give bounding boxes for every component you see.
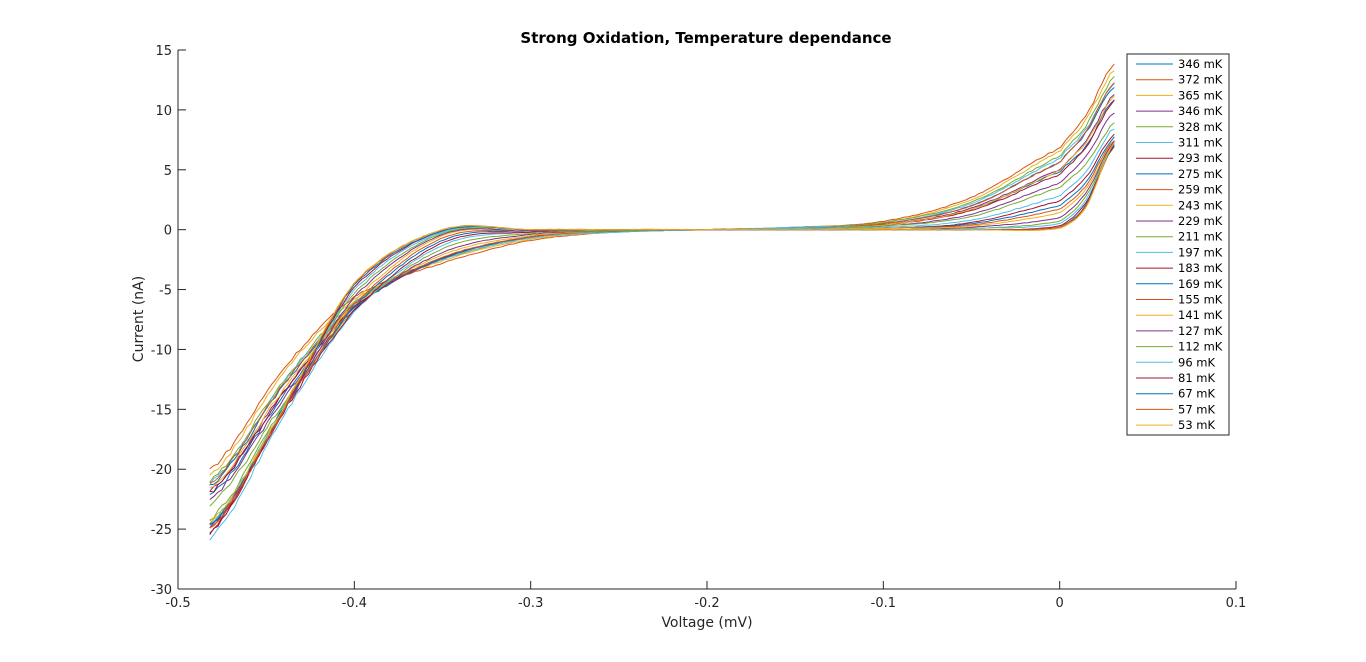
- legend-item: 372 mK: [1136, 73, 1223, 87]
- legend-label: 372 mK: [1178, 73, 1223, 87]
- legend-label: 311 mK: [1178, 136, 1223, 150]
- legend-item: 67 mK: [1136, 387, 1215, 401]
- legend-label: 197 mK: [1178, 245, 1223, 259]
- legend-label: 53 mK: [1178, 418, 1215, 432]
- x-tick-label: -0.4: [342, 596, 367, 611]
- legend-label: 229 mK: [1178, 214, 1223, 228]
- legend-label: 169 mK: [1178, 277, 1223, 291]
- x-tick-label: 0.1: [1226, 596, 1247, 611]
- legend-box: [1126, 53, 1230, 436]
- legend-label: 328 mK: [1178, 120, 1223, 134]
- y-tick-label: -30: [151, 583, 172, 598]
- legend-label: 346 mK: [1178, 104, 1223, 118]
- legend-item: 229 mK: [1136, 214, 1223, 228]
- legend-label: 259 mK: [1178, 183, 1223, 197]
- legend-label: 67 mK: [1178, 387, 1215, 401]
- chart-title: Strong Oxidation, Temperature dependance: [520, 29, 891, 47]
- legend-item: 155 mK: [1136, 293, 1223, 307]
- legend-item: 141 mK: [1136, 308, 1223, 322]
- legend-item: 211 mK: [1136, 230, 1223, 244]
- y-tick-label: -15: [151, 403, 172, 418]
- x-tick-label: -0.2: [694, 596, 719, 611]
- legend-item: 96 mK: [1136, 355, 1215, 369]
- x-tick-label: -0.5: [165, 596, 190, 611]
- x-tick-label: -0.3: [518, 596, 543, 611]
- legend-label: 346 mK: [1178, 57, 1223, 71]
- y-tick-label: 15: [155, 44, 172, 59]
- legend-label: 81 mK: [1178, 371, 1215, 385]
- y-tick-label: -20: [151, 463, 172, 478]
- legend-label: 155 mK: [1178, 293, 1223, 307]
- legend-item: 81 mK: [1136, 371, 1215, 385]
- y-tick-label: 5: [164, 164, 172, 179]
- x-tick-label: 0: [1056, 596, 1064, 611]
- y-tick-label: 0: [164, 224, 172, 239]
- y-tick-label: -25: [151, 523, 172, 538]
- legend-item: 346 mK: [1136, 104, 1223, 118]
- y-axis-ticks: -30 -25 -20 -15 -10 -5 0 5 10 15: [151, 44, 186, 598]
- legend-label: 293 mK: [1178, 151, 1223, 165]
- legend-label: 127 mK: [1178, 324, 1223, 338]
- legend-label: 183 mK: [1178, 261, 1223, 275]
- legend-item: 127 mK: [1136, 324, 1223, 338]
- legend-item: 53 mK: [1136, 418, 1215, 432]
- series-layer: [209, 63, 1115, 541]
- legend-label: 96 mK: [1178, 355, 1215, 369]
- legend-item: 365 mK: [1136, 88, 1223, 102]
- x-axis-label: Voltage (mV): [661, 615, 752, 631]
- x-tick-label: -0.1: [871, 596, 896, 611]
- legend-item: 346 mK: [1136, 57, 1223, 71]
- legend-label: 211 mK: [1178, 230, 1223, 244]
- legend-item: 275 mK: [1136, 167, 1223, 181]
- legend-item: 328 mK: [1136, 120, 1223, 134]
- legend-item: 259 mK: [1136, 183, 1223, 197]
- legend-label: 365 mK: [1178, 88, 1223, 102]
- legend-item: 57 mK: [1136, 402, 1215, 416]
- y-tick-label: -10: [151, 343, 172, 358]
- legend-item: 293 mK: [1136, 151, 1223, 165]
- x-axis-ticks: -0.5 -0.4 -0.3 -0.2 -0.1 0 0.1: [165, 581, 1246, 611]
- plot-area: -0.5 -0.4 -0.3 -0.2 -0.1 0 0.1 -30 -25 -20 -15 -10…: [151, 44, 1247, 611]
- y-tick-label: 10: [155, 104, 172, 119]
- legend-item: 169 mK: [1136, 277, 1223, 291]
- y-axis-label: Current (nA): [131, 276, 147, 362]
- legend-item: 311 mK: [1136, 136, 1223, 150]
- legend-label: 243 mK: [1178, 198, 1223, 212]
- legend-label: 275 mK: [1178, 167, 1223, 181]
- legend-label: 57 mK: [1178, 402, 1215, 416]
- legend-item: 243 mK: [1136, 198, 1223, 212]
- legend-item: 112 mK: [1136, 340, 1223, 354]
- legend-item: 183 mK: [1136, 261, 1223, 275]
- legend-label: 112 mK: [1178, 340, 1223, 354]
- series-line: [209, 142, 1115, 522]
- y-tick-label: -5: [159, 284, 172, 299]
- legend-item: 197 mK: [1136, 245, 1223, 259]
- legend-label: 141 mK: [1178, 308, 1223, 322]
